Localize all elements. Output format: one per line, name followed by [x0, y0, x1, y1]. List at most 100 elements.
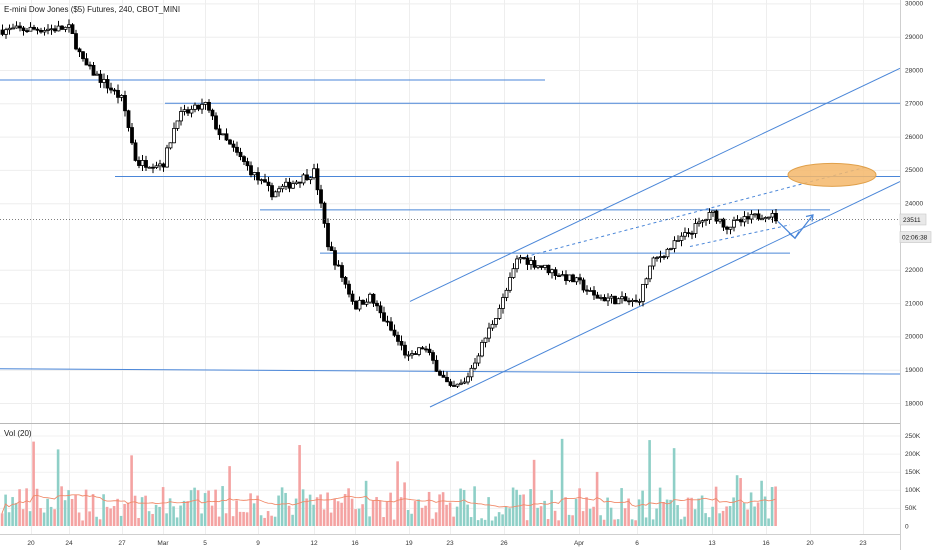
candle-down [235, 146, 239, 153]
candle-down [238, 151, 243, 158]
channel-upper-line[interactable] [409, 67, 901, 302]
candle-up [357, 299, 362, 310]
candle-up [501, 297, 505, 309]
time-tick-label: 27 [118, 540, 126, 547]
last-price-value: 23511 [903, 217, 921, 224]
candle-up [599, 297, 603, 299]
volume-bar-up [655, 508, 658, 526]
candle-up [459, 382, 463, 385]
candle-up [56, 25, 61, 32]
candle-up [550, 269, 554, 274]
target-ellipse[interactable] [787, 162, 877, 187]
volume-bar-up [697, 498, 700, 526]
channel-lower-line[interactable] [429, 181, 901, 408]
candle-up [620, 296, 624, 300]
candle-up [11, 27, 15, 30]
volume-bar-up [501, 514, 504, 526]
volume-tick-label: 100K [905, 487, 921, 494]
candle-up [616, 298, 621, 305]
candle-up [179, 111, 183, 122]
candle-up [480, 341, 484, 357]
volume-bar-up [760, 480, 763, 526]
volume-bar-up [406, 509, 410, 526]
candle-up [294, 181, 299, 185]
volume-bar-up [770, 487, 774, 526]
volume-bar-up [49, 506, 53, 526]
forecast-arrow-head[interactable] [788, 231, 800, 240]
candle-down [627, 300, 631, 303]
candle-up [508, 277, 512, 291]
candle-down [340, 265, 344, 278]
candle-down [441, 374, 446, 378]
candle-down [74, 33, 78, 50]
price-axis[interactable]: 30000 29000 28000 27000 26000 25000 24000 22000… [905, 1, 923, 408]
volume-bar-up [259, 515, 263, 526]
volume-bar-down [151, 513, 154, 526]
volume-bar-up [11, 497, 14, 526]
candle-down [319, 189, 323, 204]
drawings[interactable] [0, 67, 901, 408]
volume-bar-down [144, 495, 147, 526]
candle-down [634, 299, 638, 302]
candle-down [88, 64, 92, 67]
volume-bar-up [480, 518, 483, 526]
volume-bar-up [252, 503, 256, 526]
volume-bar-down [634, 520, 637, 526]
volume-bar-down [133, 495, 137, 526]
candle-down [245, 161, 250, 167]
price-tick-label: 24000 [905, 201, 923, 208]
candle-down [714, 210, 719, 222]
volume-bar-up [763, 496, 767, 526]
candle-up [154, 165, 159, 168]
volume-bar-down [228, 466, 231, 526]
volume-axis[interactable]: 250K 200K 150K 100K 50K 0 [905, 433, 921, 531]
projection-dashed-line[interactable] [689, 224, 791, 247]
candle-up [700, 220, 705, 223]
forecast-arrow-head[interactable] [805, 214, 814, 222]
volume-bar-down [662, 502, 665, 526]
volume-bar-down [123, 503, 126, 526]
candle-down [564, 274, 568, 282]
volume-bar-down [725, 506, 728, 526]
volume-bar-down [245, 512, 249, 526]
candle-up [4, 29, 8, 35]
volume-bar-down [532, 459, 536, 526]
candle-up [665, 248, 670, 258]
candle-up [697, 221, 701, 224]
time-tick-label: 13 [708, 540, 716, 547]
candle-up [518, 257, 523, 260]
candle-up [497, 308, 502, 319]
candle-up [368, 293, 372, 303]
candle-up [259, 179, 264, 182]
forecast-arrow[interactable] [777, 214, 814, 240]
volume-bar-up [417, 499, 420, 526]
volume-bar-down [399, 497, 403, 526]
candle-down [305, 174, 309, 181]
time-axis[interactable]: 20 24 27 Mar 5 9 12 16 19 23 26 Apr 6 13 16 20 23 [27, 540, 867, 547]
candle-up [417, 347, 421, 355]
volume-bar-down [721, 510, 725, 526]
volume-bar-up [7, 512, 11, 526]
candle-up [588, 290, 593, 292]
volume-tick-label: 0 [905, 523, 909, 530]
volume-bar-down [746, 509, 749, 526]
candle-down [214, 115, 218, 130]
price-tick-label: 26000 [905, 134, 923, 141]
time-tick-label: 19 [405, 540, 413, 547]
volume-bar-up [46, 498, 49, 526]
candle-down [578, 277, 582, 281]
volume-bar-up [277, 495, 280, 526]
candle-up [455, 383, 460, 387]
candle-up [648, 265, 652, 280]
trend-line[interactable] [0, 368, 901, 375]
volume-bar-up [550, 490, 553, 526]
volume-bar-up [147, 511, 151, 526]
volume-bar-up [301, 489, 305, 526]
candle-down [249, 165, 253, 176]
volume-bar-down [690, 497, 693, 526]
volume-bar-down [322, 509, 326, 526]
volume-bar-up [742, 502, 746, 526]
volume-bar-down [81, 520, 84, 526]
volume-bar-down [347, 488, 350, 526]
